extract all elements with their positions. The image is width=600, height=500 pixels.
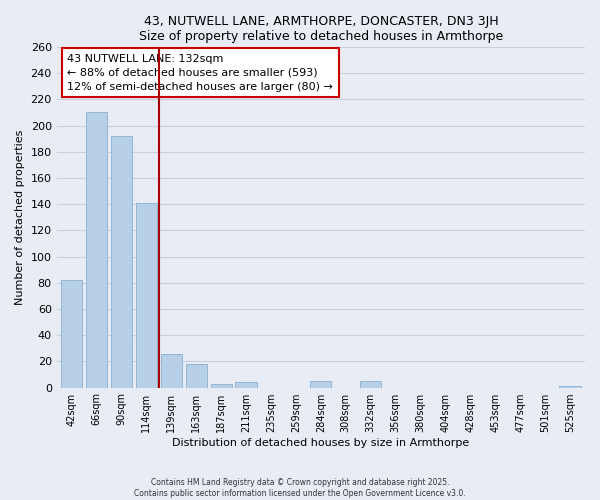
Bar — [185, 364, 207, 388]
X-axis label: Distribution of detached houses by size in Armthorpe: Distribution of detached houses by size … — [172, 438, 469, 448]
Title: 43, NUTWELL LANE, ARMTHORPE, DONCASTER, DN3 3JH
Size of property relative to det: 43, NUTWELL LANE, ARMTHORPE, DONCASTER, … — [139, 15, 503, 43]
Bar — [111, 136, 132, 388]
Bar — [360, 381, 381, 388]
Bar — [86, 112, 107, 388]
Bar — [310, 381, 331, 388]
Y-axis label: Number of detached properties: Number of detached properties — [15, 130, 25, 305]
Bar — [211, 384, 232, 388]
Text: Contains HM Land Registry data © Crown copyright and database right 2025.
Contai: Contains HM Land Registry data © Crown c… — [134, 478, 466, 498]
Bar — [559, 386, 581, 388]
Bar — [161, 354, 182, 388]
Bar — [235, 382, 257, 388]
Bar — [136, 203, 157, 388]
Bar — [61, 280, 82, 388]
Text: 43 NUTWELL LANE: 132sqm
← 88% of detached houses are smaller (593)
12% of semi-d: 43 NUTWELL LANE: 132sqm ← 88% of detache… — [67, 54, 333, 92]
